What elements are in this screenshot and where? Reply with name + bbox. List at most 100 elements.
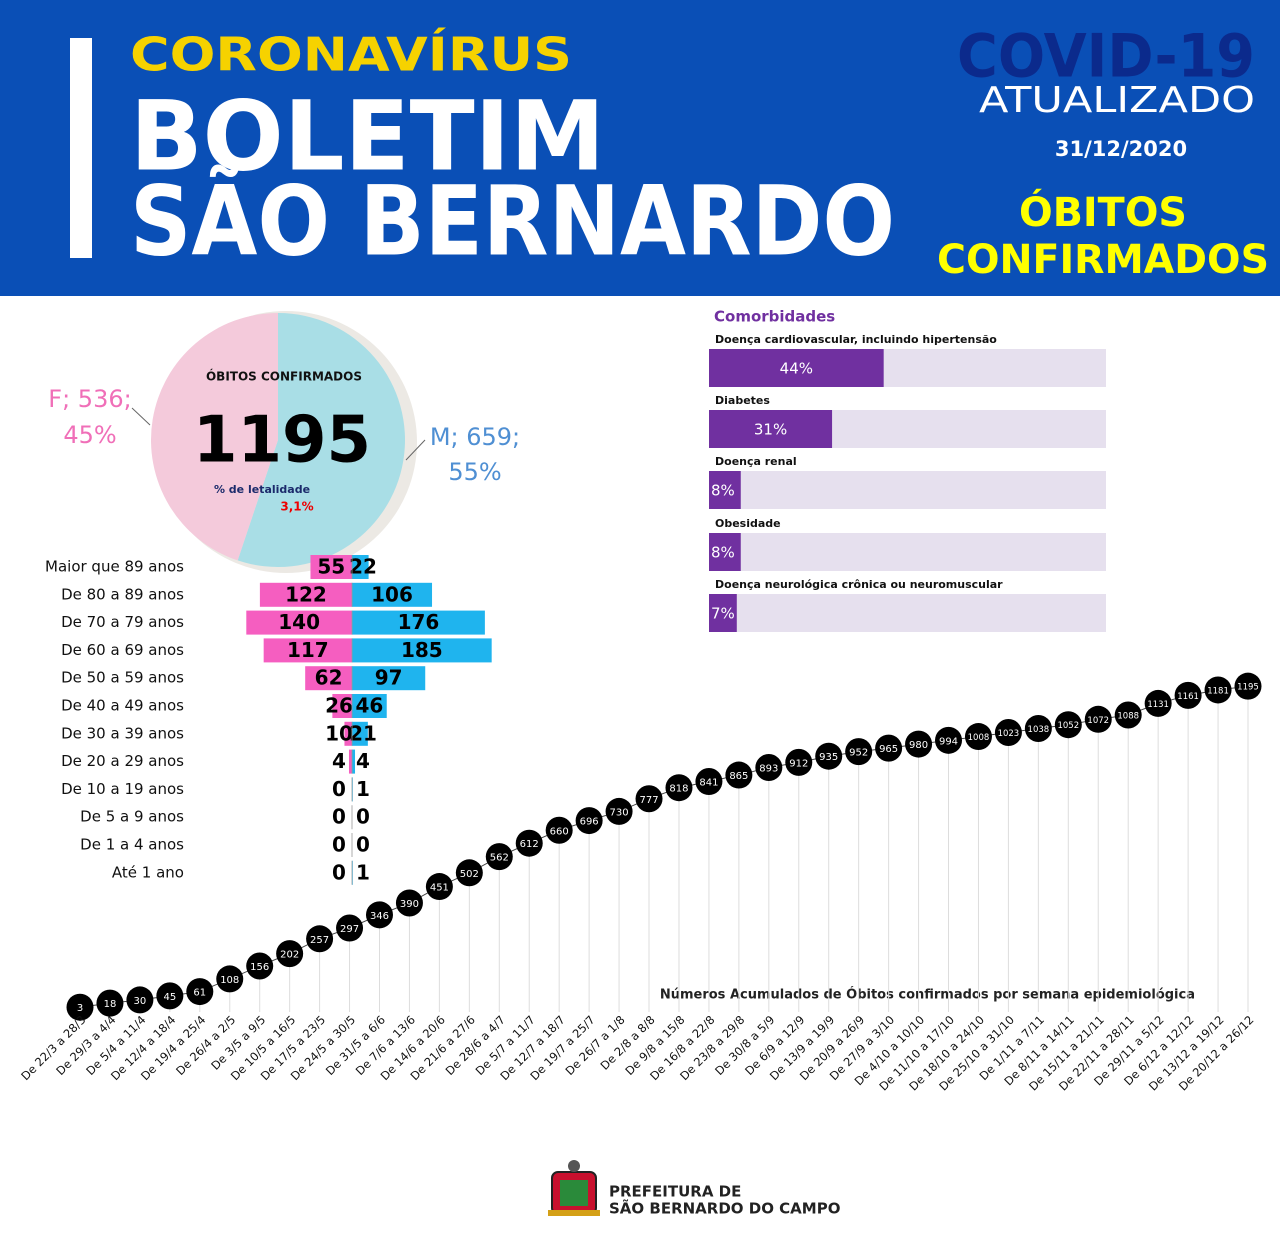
point-label: 3 xyxy=(77,1003,83,1014)
point xyxy=(455,859,483,887)
point-label: 730 xyxy=(610,807,629,818)
point-label: 865 xyxy=(729,771,748,782)
point-label: 1131 xyxy=(1147,700,1169,710)
point xyxy=(875,734,903,762)
pyramid-bar xyxy=(310,555,352,579)
point xyxy=(306,925,334,953)
slice-percent: 55% xyxy=(448,458,501,486)
age-label: De 40 a 49 anos xyxy=(61,697,184,715)
bar xyxy=(709,471,741,509)
bar xyxy=(709,533,741,571)
point xyxy=(935,726,963,754)
point xyxy=(905,730,933,758)
point-label: 952 xyxy=(849,748,868,759)
pyramid-label: 4 xyxy=(332,749,346,773)
point-label: 562 xyxy=(490,853,509,864)
leader xyxy=(405,439,426,461)
point-label: 45 xyxy=(163,992,176,1003)
footer-text: PREFEITURA DE xyxy=(609,1183,741,1201)
bar-category: Doença cardiovascular, incluindo hiperte… xyxy=(715,333,997,346)
point xyxy=(964,723,992,751)
point xyxy=(755,754,783,782)
leader xyxy=(131,407,151,426)
pyramid-label: 1 xyxy=(356,777,370,801)
point-label: 1008 xyxy=(968,733,990,743)
point-label: 660 xyxy=(550,826,569,837)
point xyxy=(515,829,543,857)
point-label: 1072 xyxy=(1087,716,1109,726)
point xyxy=(485,843,513,871)
bar-track xyxy=(709,471,1106,509)
point-label: 696 xyxy=(580,817,599,828)
point xyxy=(1174,681,1202,709)
point-label: 965 xyxy=(879,744,898,755)
pyramid-label: 176 xyxy=(398,610,440,634)
pyramid-bar xyxy=(259,582,352,607)
point xyxy=(1114,701,1142,729)
point xyxy=(785,748,813,776)
slice-label: M; 659; xyxy=(430,423,520,451)
point-label: 346 xyxy=(370,911,389,922)
pyramid-label: 55 xyxy=(317,555,345,579)
bar-value: 7% xyxy=(711,605,735,623)
age-label: De 20 a 29 anos xyxy=(61,752,184,770)
pie-slice xyxy=(151,313,278,561)
pyramid-label: 97 xyxy=(375,666,403,690)
point xyxy=(186,978,214,1006)
pyramid-label: 0 xyxy=(332,860,346,884)
point xyxy=(1054,711,1082,739)
point xyxy=(126,986,154,1014)
pyramid-label: 122 xyxy=(285,582,327,606)
pyramid-label: 0 xyxy=(332,777,346,801)
pie-title: ÓBITOS CONFIRMADOS xyxy=(206,369,362,384)
crest xyxy=(548,1160,600,1216)
pyramid-label: 0 xyxy=(356,805,370,829)
age-label: De 1 a 4 anos xyxy=(80,836,184,854)
point xyxy=(725,761,753,789)
pyramid-label: 117 xyxy=(287,638,329,662)
header-bar xyxy=(70,38,92,258)
header-band xyxy=(0,0,1280,296)
point xyxy=(96,989,124,1017)
point xyxy=(156,982,184,1010)
point-label: 777 xyxy=(639,795,658,806)
rate: 3,1% xyxy=(280,500,313,514)
pyramid-label: 21 xyxy=(349,721,377,745)
title-line: BOLETIM xyxy=(130,80,605,192)
point-label: 1052 xyxy=(1057,721,1079,731)
badge-sub: ATUALIZADO xyxy=(979,80,1255,121)
age-label: Maior que 89 anos xyxy=(45,558,184,576)
bar-track xyxy=(709,533,1106,571)
bar-category: Diabetes xyxy=(715,394,770,407)
bar-track xyxy=(709,594,1106,632)
point xyxy=(1204,676,1232,704)
pyramid-bar xyxy=(352,721,368,746)
age-label: Até 1 ano xyxy=(112,863,184,881)
pyramid-bar xyxy=(352,610,485,635)
point xyxy=(276,940,304,968)
age-label: De 50 a 59 anos xyxy=(61,669,184,687)
point-label: 1088 xyxy=(1117,712,1139,722)
pyramid-bar xyxy=(352,555,369,579)
point xyxy=(336,914,364,942)
pyramid-bar xyxy=(352,694,387,718)
pyramid-bar xyxy=(348,749,352,774)
point xyxy=(1144,689,1172,717)
bar-value: 31% xyxy=(754,421,787,439)
point xyxy=(1234,672,1262,700)
pyramid-bar xyxy=(332,694,352,718)
bar xyxy=(709,594,737,632)
point xyxy=(665,774,693,802)
point xyxy=(605,797,633,825)
age-label: De 70 a 79 anos xyxy=(61,613,184,631)
age-label: De 80 a 89 anos xyxy=(61,585,184,603)
pyramid-label: 22 xyxy=(349,555,377,579)
point-label: 893 xyxy=(759,764,778,775)
pyramid-label: 0 xyxy=(332,805,346,829)
pyramid-label: 0 xyxy=(332,833,346,857)
point-label: 980 xyxy=(909,740,928,751)
bar-category: Doença neurológica crônica ou neuromuscu… xyxy=(715,578,1003,591)
topic: CONFIRMADOS xyxy=(937,237,1269,283)
pyramid-label: 46 xyxy=(355,694,383,718)
